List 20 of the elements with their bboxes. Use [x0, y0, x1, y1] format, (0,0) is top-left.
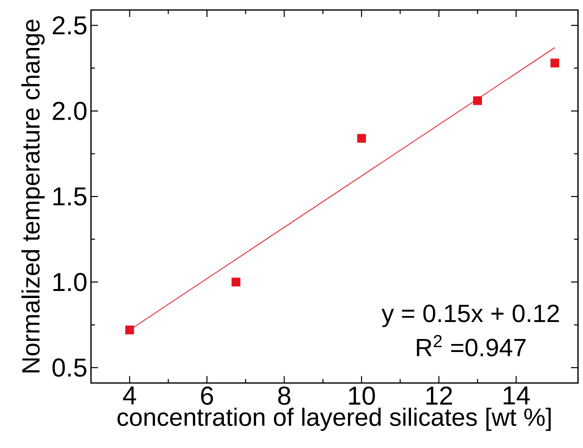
- y-tick-label: 2.5: [52, 16, 86, 35]
- y-tick-label: 0.5: [52, 358, 86, 377]
- x-tick-label: 10: [349, 386, 375, 405]
- x-axis-title: concentration of layered silicates [wt %]: [118, 408, 551, 431]
- x-tick-label: 12: [426, 386, 452, 405]
- annotation: y = 0.15x + 0.12: [382, 304, 559, 328]
- point: [125, 326, 134, 334]
- point: [357, 134, 366, 143]
- x-tick-label: 8: [278, 386, 290, 405]
- y-tick-label: 1.0: [53, 272, 86, 292]
- y-axis-title: Normalized temperature change: [21, 20, 45, 372]
- x-tick-label: 14: [504, 386, 530, 404]
- x-tick-label: 6: [201, 386, 214, 405]
- point: [473, 96, 482, 106]
- x-tick-label: 4: [123, 386, 136, 404]
- point: [550, 58, 560, 68]
- y-tick-label: 2.0: [52, 102, 86, 120]
- y-tick-label: 1.5: [53, 187, 86, 206]
- annotation: R$^{2}$ =0.947: [416, 334, 526, 356]
- point: [232, 278, 240, 286]
